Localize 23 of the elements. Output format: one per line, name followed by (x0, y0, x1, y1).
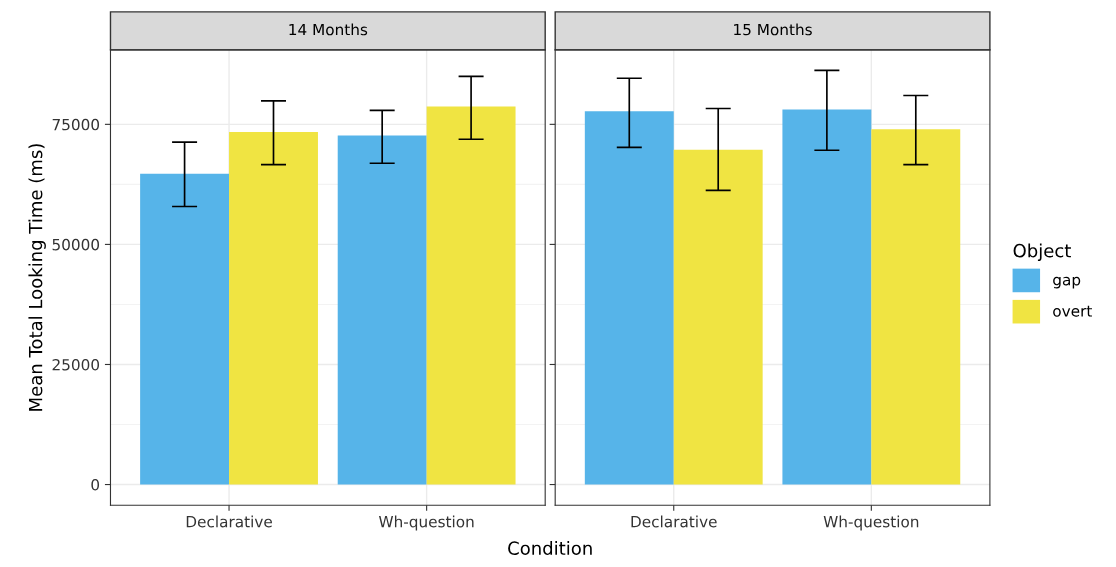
bar (140, 173, 230, 485)
legend-title: Object (1013, 243, 1071, 261)
x-tick-label: Declarative (186, 515, 272, 528)
y-axis-title: Mean Total Looking Time (ms) (28, 144, 46, 411)
chart-title: 15 Months (734, 23, 812, 36)
x-tick-label: Wh-question (378, 515, 474, 531)
bar (229, 132, 318, 485)
y-tick-label: 50000 (52, 238, 100, 251)
chart-title: 14 Months (289, 23, 368, 36)
x-tick-label: Declarative (631, 515, 717, 528)
bar (426, 106, 516, 485)
bar (584, 111, 674, 485)
y-tick-label: 75000 (52, 118, 100, 131)
x-tick-label: Wh-question (823, 515, 919, 531)
bar (871, 129, 961, 485)
bar (337, 135, 427, 485)
y-tick-label: 25000 (52, 358, 100, 371)
bar (782, 109, 872, 485)
x-axis-title: Condition (508, 541, 592, 555)
bar (673, 149, 763, 485)
y-tick-label: 0 (91, 479, 100, 491)
legend-label: gap (1053, 276, 1081, 289)
legend-label: overt (1053, 305, 1092, 317)
